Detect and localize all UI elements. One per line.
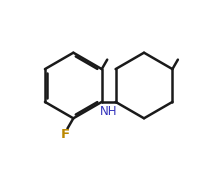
Text: NH: NH bbox=[100, 105, 117, 118]
Text: F: F bbox=[61, 128, 70, 141]
